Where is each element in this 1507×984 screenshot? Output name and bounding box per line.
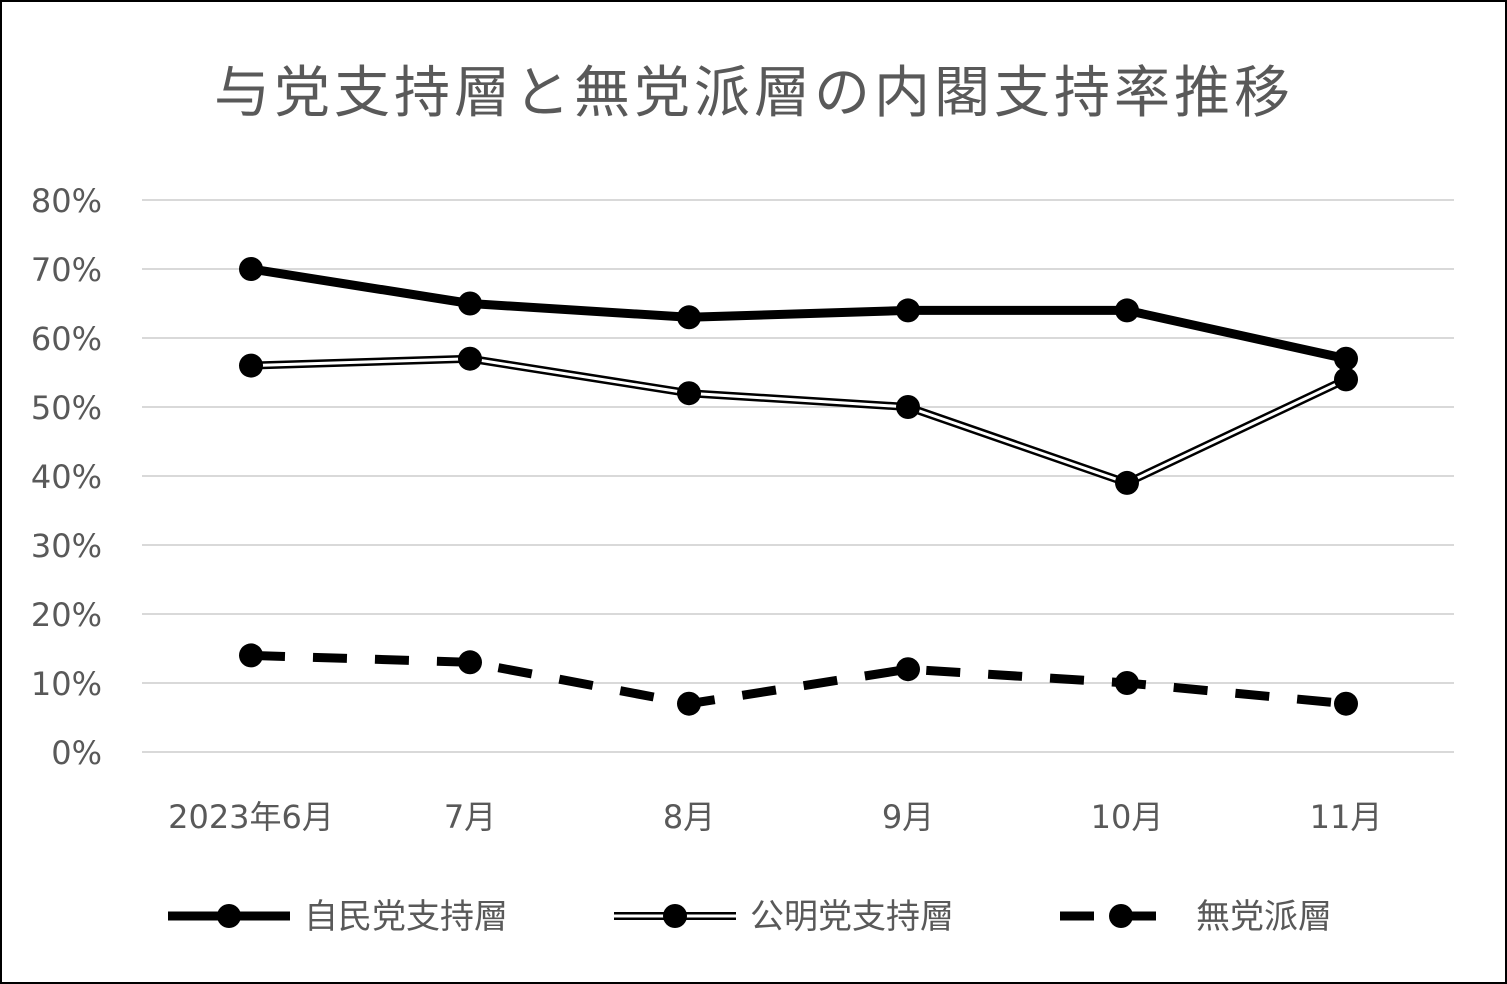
- data-point: [1334, 346, 1358, 371]
- data-point: [1334, 691, 1358, 716]
- data-point: [1115, 298, 1139, 323]
- series-line-inner: [250, 357, 1347, 485]
- data-point: [896, 657, 920, 682]
- data-point: [677, 691, 701, 716]
- x-tick-label: 8月: [663, 798, 715, 836]
- legend-marker: [217, 904, 241, 928]
- data-point: [1115, 470, 1139, 495]
- y-tick-label: 20%: [31, 596, 102, 634]
- data-point: [896, 395, 920, 419]
- series: [239, 257, 1358, 371]
- series: [239, 643, 1358, 716]
- series: [239, 346, 1358, 495]
- data-point: [896, 298, 920, 323]
- series-line: [250, 264, 1347, 364]
- y-tick-label: 50%: [31, 389, 102, 427]
- y-axis-ticks: 0% 10% 20% 30% 40% 50% 60% 70% 80%: [31, 182, 102, 772]
- legend-item: 無党派層: [1060, 897, 1332, 937]
- series-lines: [239, 257, 1358, 716]
- y-tick-label: 10%: [31, 665, 102, 703]
- data-point: [239, 643, 263, 668]
- series-line: [250, 354, 1348, 487]
- y-tick-label: 0%: [51, 734, 102, 772]
- data-point: [458, 346, 482, 371]
- legend-item: 公明党支持層: [614, 897, 954, 937]
- x-tick-label: 9月: [882, 798, 934, 836]
- y-tick-label: 60%: [31, 320, 102, 358]
- legend-item: 自民党支持層: [168, 897, 508, 937]
- legend-marker: [663, 904, 687, 928]
- legend-label: 公明党支持層: [750, 897, 954, 937]
- data-point: [239, 257, 263, 281]
- legend-label: 無党派層: [1196, 897, 1332, 937]
- data-point: [458, 650, 482, 675]
- data-point: [677, 305, 701, 330]
- legend-marker: [1109, 904, 1133, 928]
- series-line: [250, 650, 1347, 709]
- x-tick-label: 7月: [444, 798, 496, 836]
- x-tick-label: 2023年6月: [168, 798, 334, 836]
- chart-title: 与党支持層と無党派層の内閣支持率推移: [214, 61, 1294, 126]
- legend-label: 自民党支持層: [304, 897, 508, 937]
- x-axis-ticks: 2023年6月 7月 8月 9月 10月 11月: [168, 798, 1382, 836]
- data-point: [677, 381, 701, 406]
- legend: 自民党支持層 公明党支持層 無党派層: [168, 897, 1332, 937]
- x-tick-label: 10月: [1091, 798, 1164, 836]
- y-tick-label: 80%: [31, 182, 102, 220]
- data-point: [458, 291, 482, 316]
- data-point: [1334, 367, 1358, 392]
- x-tick-label: 11月: [1310, 798, 1383, 836]
- y-tick-label: 30%: [31, 527, 102, 565]
- y-tick-label: 40%: [31, 458, 102, 496]
- data-point: [1115, 671, 1139, 695]
- y-tick-label: 70%: [31, 251, 102, 289]
- gridlines: [142, 199, 1454, 753]
- data-point: [239, 353, 263, 378]
